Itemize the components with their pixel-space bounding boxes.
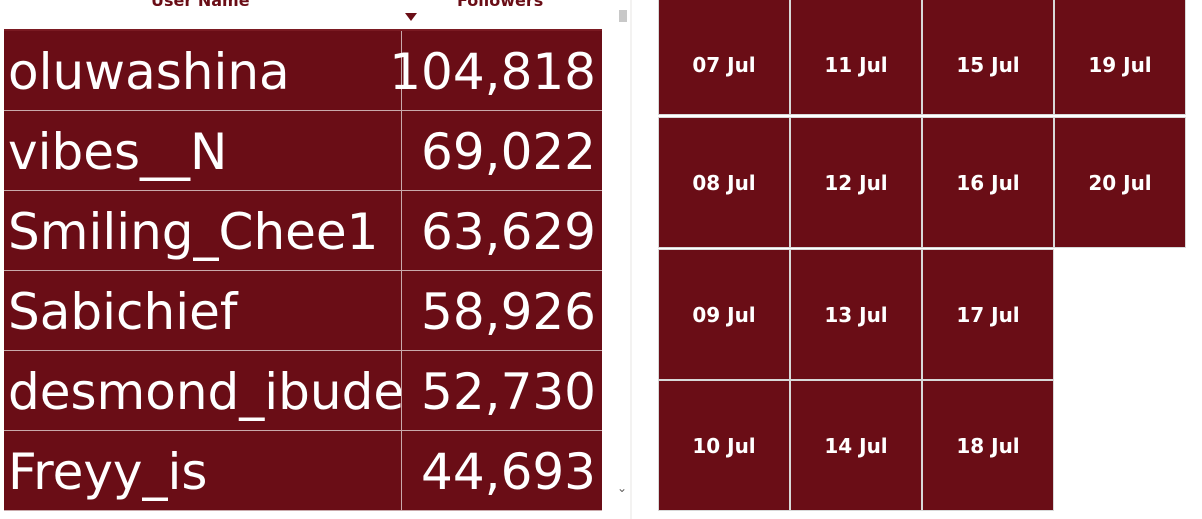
- user-name-cell: desmond_ibude: [8, 363, 405, 421]
- column-divider: [401, 111, 402, 190]
- user-name-cell: Smiling_Chee1: [8, 203, 379, 261]
- column-divider: [401, 431, 402, 510]
- sort-descending-icon[interactable]: [405, 13, 417, 21]
- column-divider: [401, 271, 402, 350]
- date-tile[interactable]: 09 Jul: [659, 250, 789, 379]
- date-tile[interactable]: 11 Jul: [791, 0, 921, 114]
- date-tile[interactable]: 18 Jul: [923, 381, 1053, 510]
- table-row[interactable]: Smiling_Chee1 63,629: [4, 191, 602, 271]
- followers-table: User Name Followers oluwashina 104,818 v…: [0, 0, 617, 519]
- followers-cell: 44,693: [421, 443, 596, 501]
- date-tile[interactable]: 19 Jul: [1055, 0, 1185, 114]
- column-divider: [401, 31, 402, 110]
- scroll-down-chevron-icon[interactable]: ⌄: [617, 481, 628, 495]
- table-row[interactable]: desmond_ibude 52,730: [4, 351, 602, 431]
- date-tile[interactable]: 20 Jul: [1055, 118, 1185, 247]
- vertical-scrollbar[interactable]: [615, 0, 630, 519]
- user-name-cell: oluwashina: [8, 43, 290, 101]
- date-tile[interactable]: 07 Jul: [659, 0, 789, 114]
- followers-cell: 63,629: [421, 203, 596, 261]
- date-tile[interactable]: 17 Jul: [923, 250, 1053, 379]
- table-row[interactable]: Freyy_is 44,693: [4, 431, 602, 511]
- column-divider: [401, 191, 402, 270]
- table-bottom-edge: [0, 511, 617, 519]
- table-body: oluwashina 104,818 vibes__N 69,022 Smili…: [4, 31, 602, 511]
- table-row[interactable]: vibes__N 69,022: [4, 111, 602, 191]
- date-tile[interactable]: 12 Jul: [791, 118, 921, 247]
- date-tile[interactable]: 08 Jul: [659, 118, 789, 247]
- user-name-cell: Sabichief: [8, 283, 238, 341]
- user-name-cell: vibes__N: [8, 123, 228, 181]
- user-name-cell: Freyy_is: [8, 443, 208, 501]
- column-header-followers[interactable]: Followers: [457, 0, 544, 10]
- date-tile[interactable]: 16 Jul: [923, 118, 1053, 247]
- followers-cell: 58,926: [421, 283, 596, 341]
- date-tile[interactable]: 13 Jul: [791, 250, 921, 379]
- column-divider: [401, 351, 402, 430]
- followers-cell: 52,730: [421, 363, 596, 421]
- followers-cell: 69,022: [421, 123, 596, 181]
- table-row[interactable]: Sabichief 58,926: [4, 271, 602, 351]
- table-row[interactable]: oluwashina 104,818: [4, 31, 602, 111]
- date-tile[interactable]: 15 Jul: [923, 0, 1053, 114]
- followers-cell: 104,818: [389, 43, 596, 101]
- column-header-user-name[interactable]: User Name: [151, 0, 250, 10]
- date-tile[interactable]: 10 Jul: [659, 381, 789, 510]
- scrollbar-thumb[interactable]: [619, 10, 627, 22]
- header-divider: [4, 29, 602, 31]
- date-tile[interactable]: 14 Jul: [791, 381, 921, 510]
- date-slicer: 07 Jul 11 Jul 15 Jul 19 Jul 08 Jul 12 Jul 16 J…: [632, 0, 1202, 519]
